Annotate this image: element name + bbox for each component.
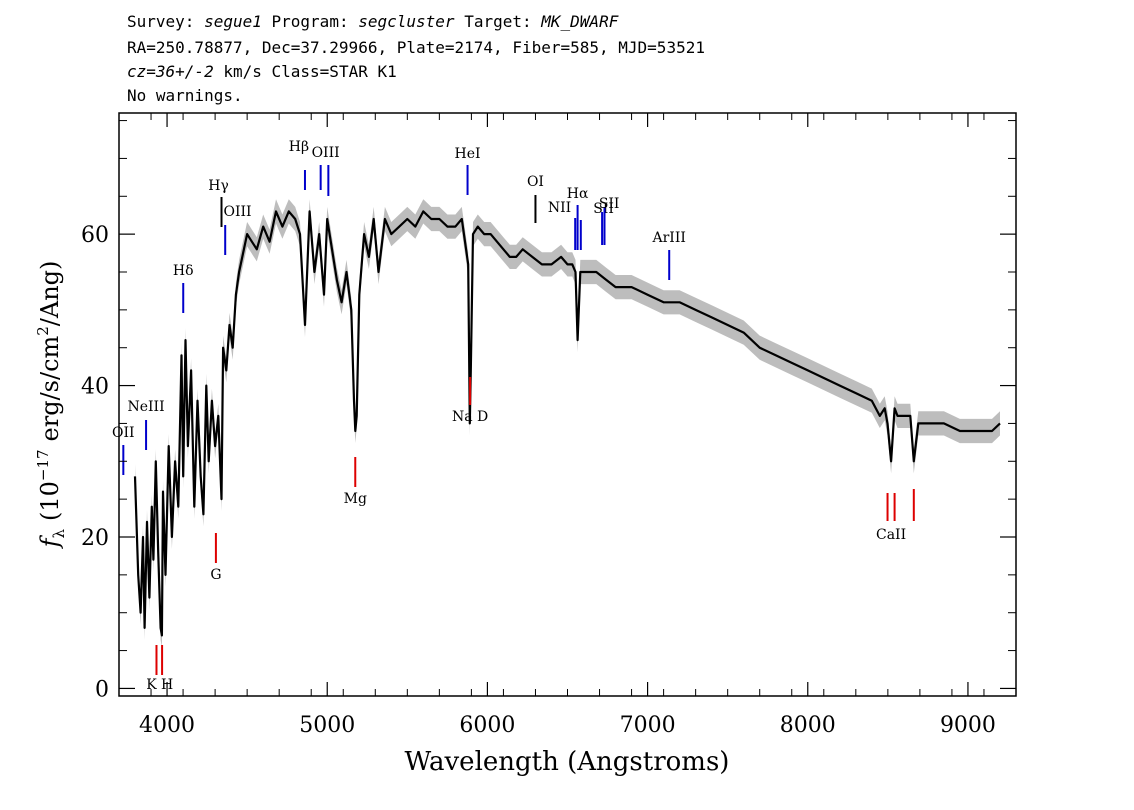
header-line-4: No warnings. — [127, 86, 243, 105]
survey-label: Survey: — [127, 12, 195, 31]
line-marker-label: G — [210, 567, 221, 583]
line-marker-label: K — [146, 677, 157, 693]
program-value: segcluster — [358, 12, 455, 31]
y-label-sub: λ — [50, 529, 68, 539]
y-tick-label: 40 — [81, 375, 109, 400]
target-value: MK_DWARF — [541, 12, 619, 31]
y-label-exp2: 2 — [34, 326, 52, 336]
axes-layer: 4000 5000 6000 7000 8000 9000 0 20 40 60 — [81, 113, 1016, 738]
y-tick-label: 0 — [95, 677, 109, 702]
line-marker-label: Hα — [567, 186, 589, 202]
line-marker-label: Na D — [452, 409, 488, 425]
x-tick-label: 4000 — [139, 713, 195, 738]
line-marker-label: OIII — [312, 145, 340, 161]
header-line-3: cz=36+/-2 km/s Class=STAR K1 — [127, 62, 397, 82]
line-marker-label: NeIII — [127, 399, 164, 415]
line-marker-label: OII — [112, 425, 135, 441]
x-tick-label: 9000 — [940, 713, 996, 738]
survey-value: segue1 — [204, 12, 262, 31]
x-axis-label: Wavelength (Angstroms) — [405, 747, 730, 777]
y-label-mid: erg/s/cm — [36, 335, 64, 441]
error-band — [135, 199, 1000, 648]
line-marker-label: HeI — [455, 146, 481, 162]
header-line-1: Survey: segue1 Program: segcluster Targe… — [127, 12, 618, 32]
line-marker-label: CaII — [876, 527, 906, 543]
x-tick-label: 6000 — [459, 713, 515, 738]
program-label: Program: — [271, 12, 349, 31]
spectrum-line — [133, 210, 1001, 637]
x-tick-label: 8000 — [780, 713, 836, 738]
header-line-2: RA=250.78877, Dec=37.29966, Plate=2174, … — [127, 38, 705, 57]
line-marker-label: Mg — [344, 491, 367, 507]
line-marker-label: ArIII — [652, 230, 686, 246]
y-label-open: (10 — [36, 481, 64, 521]
y-tick-label: 20 — [81, 526, 109, 551]
target-label: Target: — [464, 12, 532, 31]
line-marker-label: NII — [548, 200, 571, 216]
redshift-value: cz=36+/-2 — [127, 62, 214, 81]
class-value: km/s Class=STAR K1 — [223, 62, 397, 81]
line-marker-label: Hβ — [289, 139, 309, 155]
spectrum-layer — [133, 210, 1001, 637]
line-marker-label: SII — [599, 196, 620, 212]
y-label-close: /Ang) — [36, 261, 64, 327]
y-axis-label: fλ(10−17erg/s/cm2/Ang) — [34, 261, 68, 550]
x-tick-label: 7000 — [620, 713, 676, 738]
y-label-exp: −17 — [34, 449, 52, 481]
x-tick-label: 5000 — [299, 713, 355, 738]
line-marker-label: Hδ — [173, 263, 194, 279]
line-marker-label: Hγ — [208, 178, 229, 194]
line-marker-label: OI — [527, 174, 544, 190]
error-band-layer — [135, 199, 1000, 648]
y-tick-label: 60 — [81, 223, 109, 248]
line-markers-layer: HβOIIIHeIOINIIHαSIISIIHγOIIIHδArIIINeIII… — [112, 139, 915, 693]
line-marker-label: OIII — [223, 204, 251, 220]
